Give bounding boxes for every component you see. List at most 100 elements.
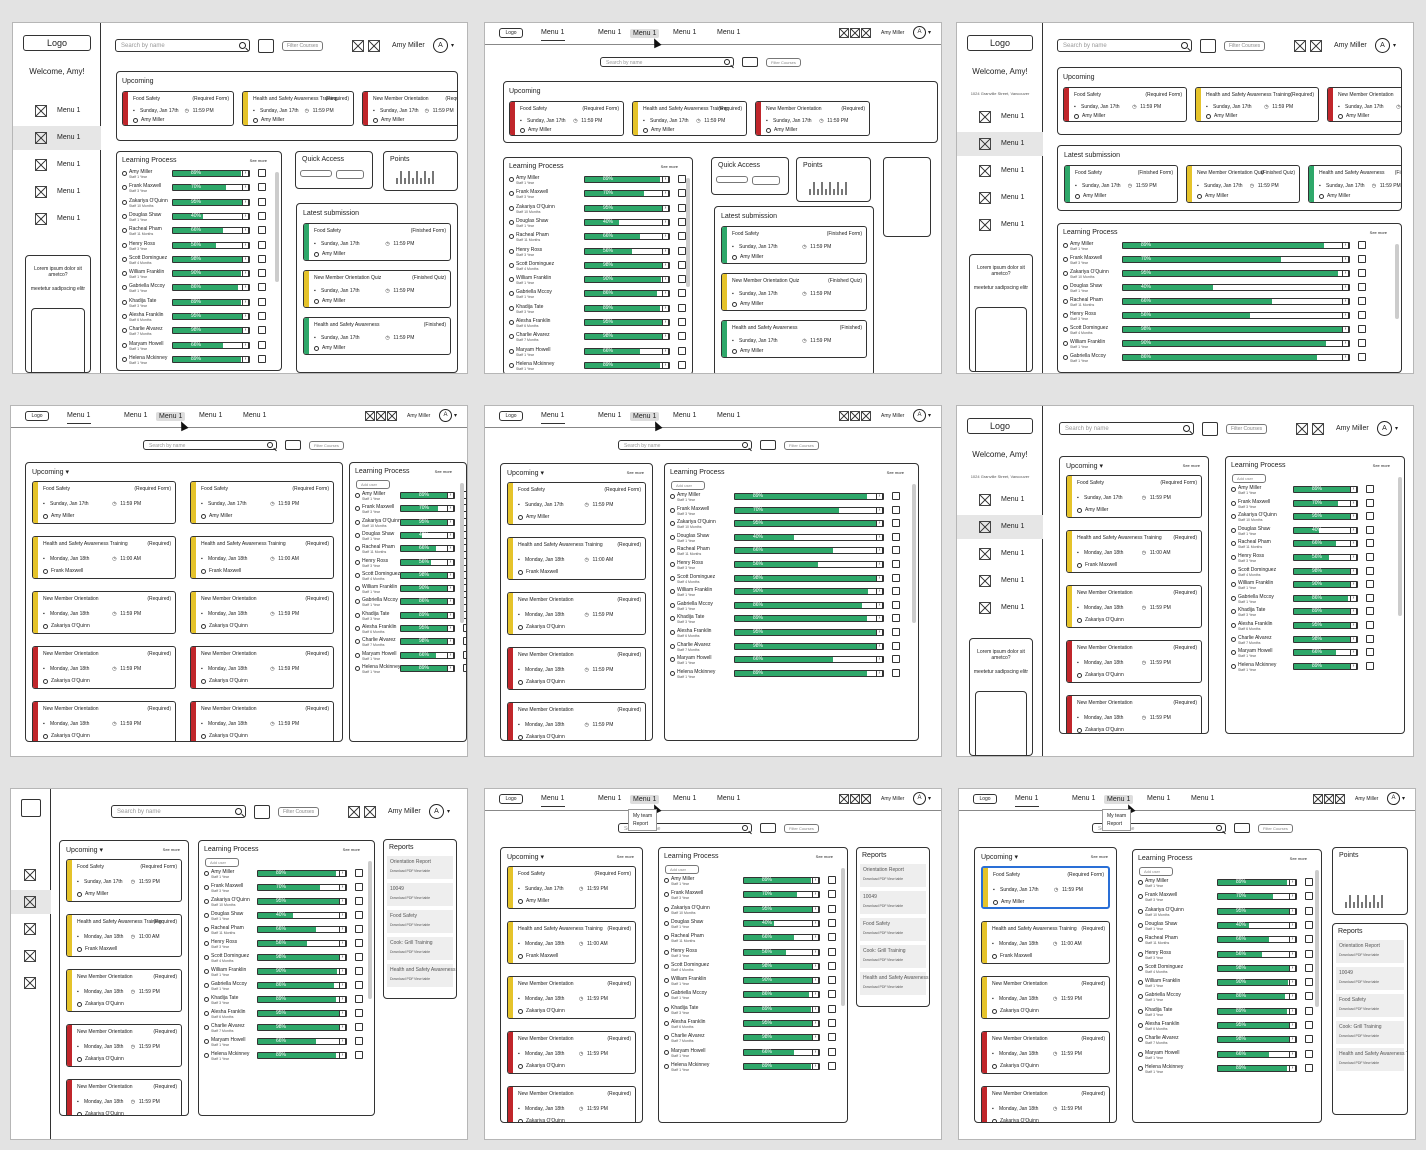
learner-row[interactable]: William Franklin Staff 1 Year 90% › <box>1133 978 1321 992</box>
nav-item[interactable]: Menu 1 <box>1001 604 1025 611</box>
learner-row[interactable]: Maryam Howell Staff 1 Year 66% › <box>1226 648 1404 662</box>
add-user-input[interactable]: Add user <box>671 481 705 490</box>
expand-arrow[interactable]: › <box>339 954 346 961</box>
radio-button[interactable] <box>355 559 360 565</box>
course-card[interactable]: New Member Orientation (Required) ▪ Monday,… <box>190 701 334 741</box>
row-checkbox[interactable] <box>678 232 686 241</box>
row-checkbox[interactable] <box>258 197 266 206</box>
row-checkbox[interactable] <box>678 289 686 298</box>
learner-row[interactable]: Gabriella Mccoy Staff 1 Year 86% › <box>1226 593 1404 608</box>
top-menu-item[interactable]: Menu 1 <box>630 795 660 804</box>
learner-row[interactable]: Frank Maxwell Staff 3 Year 70% › <box>1058 255 1401 269</box>
toggle-button[interactable] <box>258 39 274 53</box>
toggle-button[interactable] <box>1202 422 1218 436</box>
expand-arrow[interactable]: › <box>662 190 669 198</box>
expand-arrow[interactable]: › <box>242 327 249 335</box>
expand-arrow[interactable]: › <box>242 184 249 192</box>
radio-button[interactable] <box>670 534 675 540</box>
expand-arrow[interactable]: › <box>339 996 346 1003</box>
expand-arrow[interactable]: › <box>876 629 883 636</box>
notification-icon[interactable] <box>861 794 871 804</box>
logo[interactable]: Logo <box>967 35 1033 51</box>
nav-item[interactable]: Menu 1 <box>1001 221 1025 228</box>
learner-row[interactable]: Zakariya O'Quinn Staff 10 Months 95% › <box>659 904 847 919</box>
top-menu-item[interactable]: Menu 1 <box>541 795 565 802</box>
radio-button[interactable] <box>122 271 127 277</box>
course-card[interactable]: Food Safety (Finished Form) ▪ Sunday, Jan 1… <box>721 226 867 264</box>
course-card[interactable]: New Member Orientation(Required)▪Sunday,… <box>755 101 870 136</box>
download-pdf-link[interactable]: Download PDF <box>863 931 887 935</box>
course-card[interactable]: Health and Safety Awareness Training (Req… <box>981 921 1110 964</box>
learner-row[interactable]: Henry Ross Staff 3 Year 56% › <box>665 560 918 574</box>
learner-row[interactable]: William Franklin Staff 1 Year 90% › <box>659 976 847 990</box>
radio-button[interactable] <box>1138 1037 1143 1043</box>
row-checkbox[interactable] <box>678 303 686 312</box>
expand-arrow[interactable]: › <box>1289 993 1296 1001</box>
radio-button[interactable] <box>1138 951 1143 957</box>
row-checkbox[interactable] <box>463 650 466 659</box>
view-table-link[interactable]: View table <box>887 904 904 908</box>
radio-button[interactable] <box>1138 1065 1143 1071</box>
expand-arrow[interactable]: › <box>812 891 819 899</box>
expand-arrow[interactable]: › <box>339 912 346 919</box>
radio-button[interactable] <box>355 639 360 645</box>
expand-arrow[interactable]: › <box>1289 936 1296 944</box>
learner-row[interactable]: Frank Maxwell Staff 3 Year 70% › <box>117 183 281 197</box>
notification-icon[interactable] <box>1324 794 1334 804</box>
filter-courses-button[interactable]: Filter Courses <box>1258 824 1293 833</box>
expand-arrow[interactable]: › <box>339 884 346 891</box>
radio-button[interactable] <box>664 935 669 941</box>
expand-arrow[interactable]: › <box>662 218 669 226</box>
notification-icon[interactable] <box>1313 794 1323 804</box>
radio-button[interactable] <box>664 1035 669 1041</box>
learner-row[interactable]: Helena Mckinney Staff 1 Year 89% › <box>117 354 281 369</box>
radio-button[interactable] <box>1138 980 1143 986</box>
radio-button[interactable] <box>670 657 675 663</box>
radio-button[interactable] <box>664 1021 669 1026</box>
radio-button[interactable] <box>204 983 209 988</box>
radio-button[interactable] <box>670 616 675 622</box>
download-pdf-link[interactable]: Download PDF <box>863 877 887 881</box>
expand-arrow[interactable]: › <box>1289 921 1296 929</box>
radio-button[interactable] <box>204 941 209 946</box>
nav-item[interactable]: Menu 1 <box>57 215 81 222</box>
learner-row[interactable]: Scott Dominguez Staff 4 Months 98% › <box>659 961 847 976</box>
row-checkbox[interactable] <box>828 1004 836 1013</box>
course-card[interactable]: New Member Orientation (Required) ▪ Monday,… <box>1066 640 1202 683</box>
filter-courses-button[interactable]: Filter Courses <box>278 807 320 817</box>
expand-arrow[interactable]: › <box>447 625 454 632</box>
expand-arrow[interactable]: › <box>812 948 819 956</box>
learner-row[interactable]: Maryam Howell Staff 1 Year 66% › <box>1133 1049 1321 1064</box>
row-checkbox[interactable] <box>828 933 836 942</box>
expand-arrow[interactable]: › <box>876 493 883 500</box>
course-card[interactable]: New Member Orientation (Required) ▪ Monday,… <box>507 976 636 1019</box>
see-more-link[interactable]: See more <box>162 847 180 852</box>
learner-row[interactable]: Henry Ross Staff 3 Year 56% › <box>1133 949 1321 964</box>
expand-arrow[interactable]: › <box>876 561 883 568</box>
expand-arrow[interactable]: › <box>242 313 249 320</box>
learner-row[interactable]: Racheal Pham Staff 11 Months 66% › <box>117 226 281 240</box>
avatar[interactable]: A <box>913 409 926 422</box>
course-card[interactable]: New Member Orientation(Required)▪Sunday,… <box>362 91 457 126</box>
expand-arrow[interactable]: › <box>662 261 669 269</box>
radio-button[interactable] <box>1063 271 1068 276</box>
row-checkbox[interactable] <box>1305 892 1313 901</box>
nav-icon[interactable] <box>979 192 991 204</box>
learner-row[interactable]: Maryam Howell Staff 1 Year 66% › <box>504 346 692 361</box>
learner-row[interactable]: Khadija Tate Staff 3 Year 89% › <box>350 610 466 624</box>
course-card[interactable]: New Member Orientation Quiz (Finished Qui… <box>303 270 451 308</box>
avatar[interactable]: A <box>913 792 926 805</box>
row-checkbox[interactable] <box>355 1009 363 1017</box>
learner-row[interactable]: Gabriella Mccoy Staff 1 Year 86% › <box>117 283 281 297</box>
row-checkbox[interactable] <box>678 346 686 355</box>
expand-arrow[interactable]: › <box>242 355 249 363</box>
expand-arrow[interactable]: › <box>242 198 249 206</box>
expand-arrow[interactable]: › <box>339 926 346 933</box>
row-checkbox[interactable] <box>892 532 900 541</box>
filter-courses-button[interactable]: Filter Courses <box>1224 41 1266 51</box>
course-card[interactable]: New Member Orientation (Required) ▪ Monday,… <box>32 701 176 741</box>
radio-button[interactable] <box>664 963 669 969</box>
expand-arrow[interactable]: › <box>662 304 669 312</box>
row-checkbox[interactable] <box>1366 525 1374 534</box>
radio-button[interactable] <box>1231 595 1236 601</box>
